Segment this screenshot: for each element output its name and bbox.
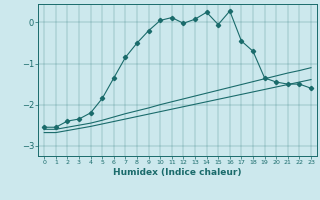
X-axis label: Humidex (Indice chaleur): Humidex (Indice chaleur) bbox=[113, 168, 242, 177]
